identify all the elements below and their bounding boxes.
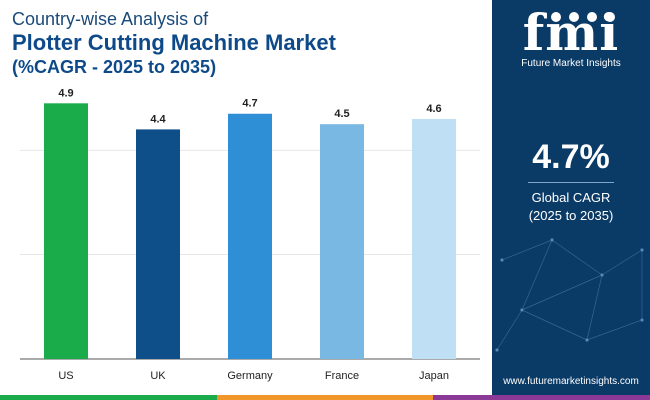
bottom-bar-segment (0, 395, 217, 400)
title-line-3: (%CAGR - 2025 to 2035) (12, 57, 217, 77)
data-label: 4.7 (242, 98, 257, 110)
x-tick-label: France (325, 370, 359, 382)
bar-us (44, 103, 88, 360)
logo-subtitle: Future Market Insights (521, 58, 621, 69)
title-line-1: Country-wise Analysis of (12, 9, 209, 29)
bar-uk (136, 129, 180, 359)
x-tick-label: Japan (419, 370, 449, 382)
logo-icons (551, 12, 615, 22)
x-tick-label: Germany (227, 370, 273, 382)
bottom-bar-segment (433, 395, 650, 400)
bottom-bar-segment (216, 395, 434, 400)
bar-germany (228, 113, 272, 359)
data-label: 4.5 (334, 108, 349, 120)
stat-divider (528, 182, 614, 183)
side-panel: fmi Future Market Insights 4.7% Global C… (492, 0, 650, 400)
title-line-2: Plotter Cutting Machine Market (12, 30, 336, 55)
chart-title-block: Country-wise Analysis of Plotter Cutting… (12, 8, 336, 78)
data-label: 4.6 (426, 103, 441, 115)
website-url: www.futuremarketinsights.com (503, 376, 639, 387)
bar-france (320, 124, 364, 359)
fmi-logo: fmi Future Market Insights (492, 6, 650, 70)
x-tick-label: UK (150, 370, 166, 382)
bar-japan (412, 118, 456, 359)
x-tick-label: US (58, 370, 73, 382)
bar-chart: 4.9 US 4.4 UK 4.7 Germany 4.5 France 4.6 Japan (20, 87, 480, 382)
data-label: 4.4 (150, 113, 166, 125)
global-cagr-label: Global CAGR (531, 190, 611, 205)
global-cagr-period: (2025 to 2035) (528, 208, 614, 223)
data-label: 4.9 (58, 87, 73, 99)
network-decoration (495, 238, 644, 352)
global-cagr-value: 4.7% (532, 138, 610, 176)
